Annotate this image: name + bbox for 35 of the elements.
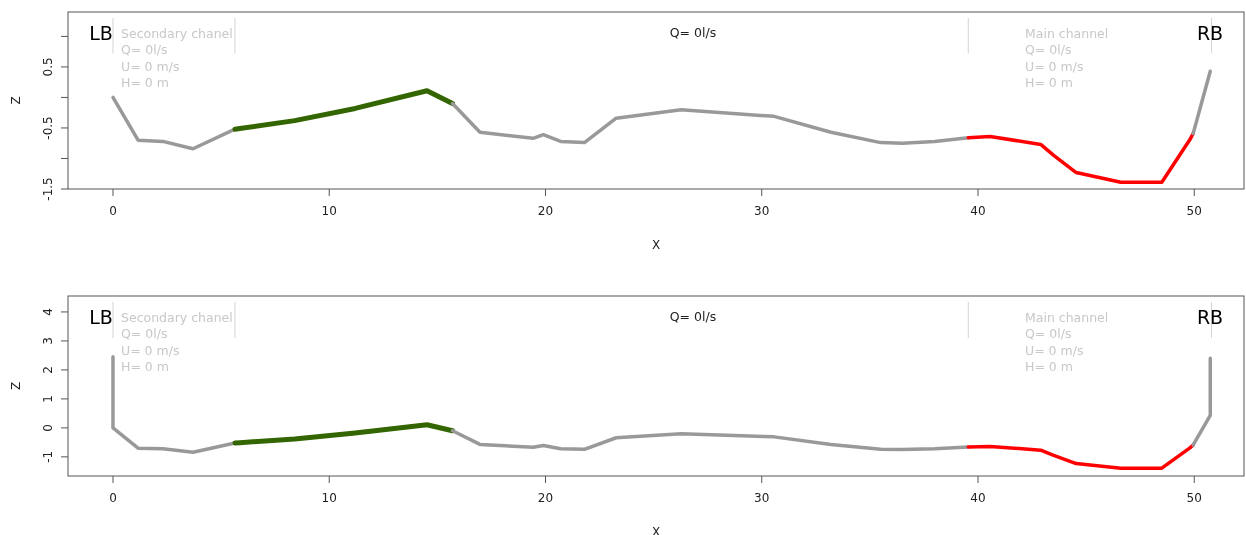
x-tick-label: 10 [321,204,337,218]
annotation: LB [89,21,113,44]
y-tick-label: 0.5 [41,57,56,77]
x-axis-title: X [651,238,661,252]
y-axis-title: Z [9,381,24,391]
x-tick-label: 50 [1186,491,1202,505]
x-tick-label: 10 [321,491,337,505]
annotation: Q= 0l/s [669,309,717,325]
annotation: RB [1196,21,1224,44]
y-tick-label: 2 [41,366,56,374]
line-series [450,429,971,452]
x-tick-label: 40 [970,491,986,505]
x-tick-label: 50 [1186,204,1202,218]
annotation: Q= 0l/s [669,25,717,41]
y-tick-label: 1 [41,395,56,403]
y-tick-label: -0.5 [41,116,56,140]
line-series [450,101,971,145]
line-series [966,131,1195,185]
x-tick-label: 20 [537,204,554,218]
line-series [111,95,237,151]
y-tick-label: 3 [41,337,56,345]
line-series [966,443,1195,470]
x-tick-label: 0 [109,204,117,218]
y-axis-title: Z [9,96,24,105]
y-tick-label: -1.5 [41,177,56,201]
x-tick-label: 30 [754,204,770,218]
annotation: LB [89,305,113,328]
x-tick-label: 40 [970,204,986,218]
x-tick-label: 20 [537,491,554,505]
x-tick-label: 30 [754,491,770,505]
y-tick-label: 0 [41,424,56,432]
annotation: RB [1196,305,1224,328]
y-tick-label: -1 [41,450,56,463]
x-tick-label: 0 [109,491,117,505]
y-tick-label: 4 [41,308,56,316]
